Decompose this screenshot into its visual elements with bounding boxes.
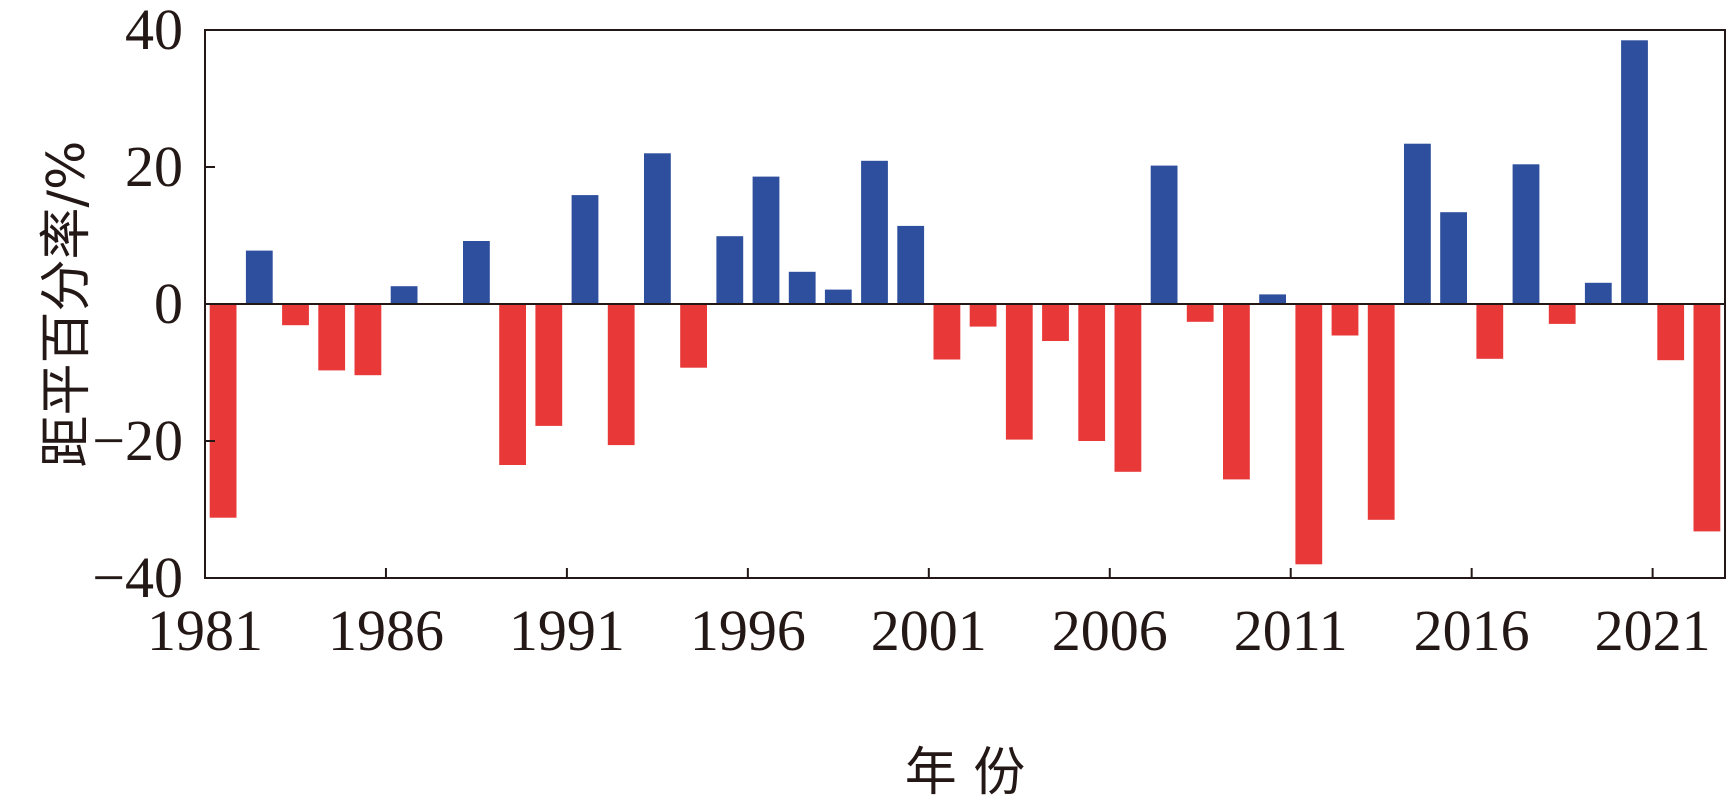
x-tick-label: 2001 [871,598,987,663]
bar-1989 [499,304,526,465]
bar-2021 [1657,304,1685,361]
x-axis: 1981 1986 1991 1996 2001 2006 2011 2016 2021 [147,568,1711,663]
bar-2013 [1367,304,1395,520]
bar-2012 [1331,304,1359,336]
bar-2003 [1005,304,1033,440]
bar-1985 [354,304,382,376]
x-tick-label: 1981 [147,598,263,663]
bar-1994 [680,304,707,368]
bar-2002 [969,304,997,327]
bars-group [209,40,1721,565]
bar-2016 [1476,304,1504,359]
y-tick-label: 0 [154,271,183,336]
bar-2008 [1186,304,1214,322]
x-axis-title: 年 份 [905,743,1026,803]
bar-2001 [933,304,961,360]
bar-1995 [716,236,744,304]
bar-2011 [1295,304,1323,565]
bar-2015 [1440,212,1467,304]
bar-2000 [897,225,925,304]
bar-2010 [1259,294,1286,304]
bar-2007 [1150,165,1178,304]
y-axis: 40 20 0 −20 −40 [92,0,215,610]
bar-2018 [1548,304,1576,324]
bar-1988 [463,241,490,304]
bar-1997 [788,271,816,304]
x-tick-label: 2021 [1595,598,1711,663]
bar-1992 [607,304,635,446]
y-axis-title: 距平百分率/% [37,141,97,468]
bar-1999 [861,160,888,304]
bar-1984 [318,304,346,371]
bar-2022 [1693,304,1721,532]
x-tick-label: 1991 [509,598,625,663]
bar-1996 [752,176,780,304]
bar-1993 [644,153,671,304]
bar-1998 [824,289,852,304]
x-tick-label: 2006 [1052,598,1168,663]
bar-1982 [245,250,273,304]
bar-2006 [1114,304,1142,472]
x-tick-label: 2011 [1234,598,1348,663]
bar-2005 [1078,304,1106,441]
bar-2014 [1404,143,1431,304]
bar-1991 [571,195,599,304]
bar-2017 [1512,164,1540,304]
y-tick-label: 20 [125,134,183,199]
bar-2019 [1584,282,1612,304]
y-tick-label: −20 [92,408,183,473]
x-tick-label: 1996 [690,598,806,663]
x-tick-label: 1986 [328,598,444,663]
bar-2004 [1042,304,1069,341]
bar-1990 [535,304,563,426]
bar-1983 [282,304,309,326]
y-tick-label: −40 [92,545,183,610]
bar-2020 [1621,40,1648,305]
y-tick-label: 40 [125,0,183,62]
bar-2009 [1223,304,1250,480]
x-tick-label: 2016 [1414,598,1530,663]
bar-1986 [390,286,418,304]
bar-1981 [209,304,237,518]
